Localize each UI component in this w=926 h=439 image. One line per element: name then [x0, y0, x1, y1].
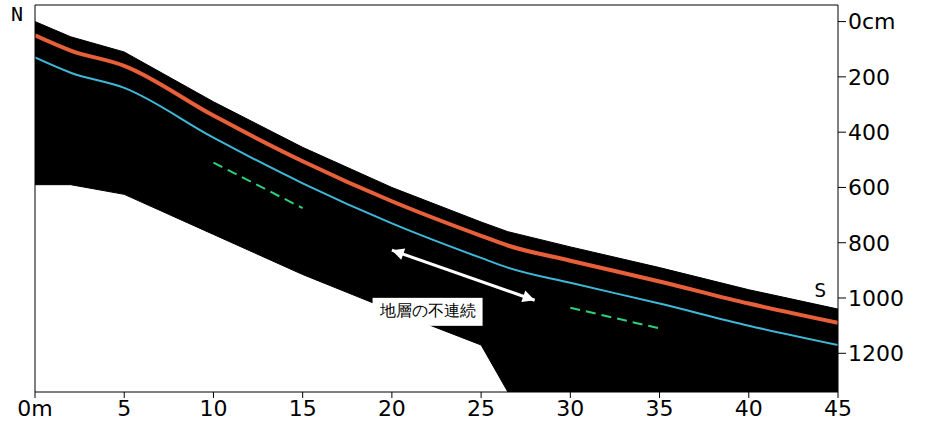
svg-text:800: 800 [848, 231, 890, 256]
svg-text:N: N [11, 2, 23, 26]
svg-text:35: 35 [646, 396, 674, 421]
svg-text:200: 200 [848, 65, 890, 90]
svg-text:25: 25 [467, 396, 495, 421]
svg-text:15: 15 [289, 396, 317, 421]
svg-text:30: 30 [556, 396, 584, 421]
svg-text:400: 400 [848, 120, 890, 145]
svg-text:40: 40 [735, 396, 763, 421]
svg-text:20: 20 [378, 396, 406, 421]
svg-text:0m: 0m [17, 396, 52, 421]
svg-text:45: 45 [824, 396, 852, 421]
svg-text:10: 10 [199, 396, 227, 421]
svg-text:0cm: 0cm [848, 9, 896, 34]
svg-text:600: 600 [848, 175, 890, 200]
svg-text:1000: 1000 [848, 286, 904, 311]
svg-text:地層の不連続: 地層の不連続 [379, 301, 476, 320]
svg-text:5: 5 [117, 396, 131, 421]
svg-text:S: S [814, 278, 826, 302]
svg-text:1200: 1200 [848, 341, 904, 366]
